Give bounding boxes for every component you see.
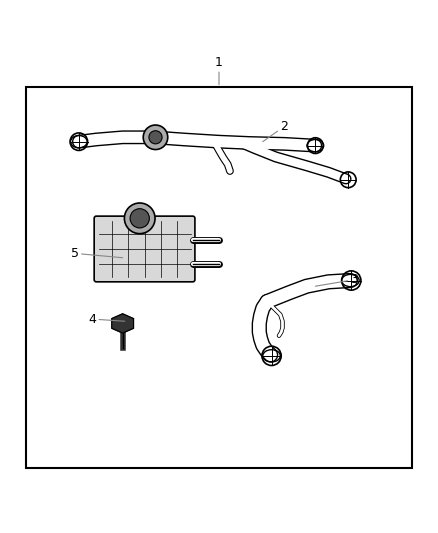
Text: 4: 4 [88, 312, 125, 326]
Circle shape [143, 125, 168, 150]
FancyBboxPatch shape [94, 216, 195, 282]
Polygon shape [112, 314, 134, 333]
Text: 2: 2 [263, 120, 288, 142]
Text: 1: 1 [215, 56, 223, 85]
Circle shape [124, 203, 155, 233]
Text: 3: 3 [315, 273, 358, 286]
Bar [26, 87, 412, 468]
Circle shape [149, 131, 162, 144]
Text: 5: 5 [71, 247, 123, 260]
Circle shape [130, 209, 149, 228]
